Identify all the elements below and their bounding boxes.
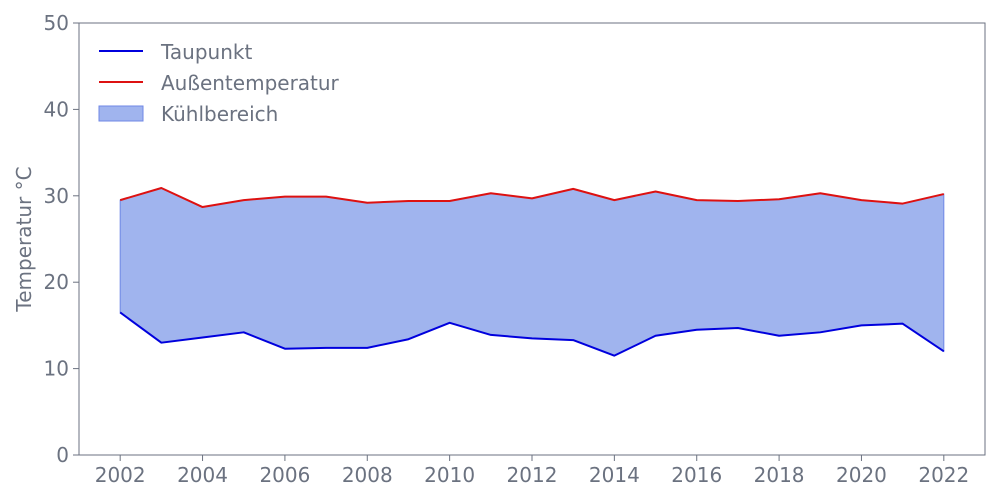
x-tick-label: 2016 bbox=[671, 463, 722, 487]
x-tick-label: 2010 bbox=[424, 463, 475, 487]
axes: 0 10 20 30 40 50 2002 2004 2006 2008 2010 2012 2014 2… bbox=[44, 11, 986, 487]
x-tick-label: 2018 bbox=[754, 463, 805, 487]
area-kuehlbereich bbox=[119, 187, 945, 357]
x-tick-label: 2014 bbox=[589, 463, 640, 487]
x-tick-label: 2008 bbox=[342, 463, 393, 487]
line-aussentemperatur bbox=[119, 187, 945, 209]
y-tick-label: 50 bbox=[44, 11, 69, 35]
x-tick-label: 2006 bbox=[259, 463, 310, 487]
legend-swatch-kuehlbereich bbox=[98, 105, 144, 122]
legend-label-aussentemperatur: Außentemperatur bbox=[161, 71, 340, 95]
legend: Taupunkt Außentemperatur Kühlbereich bbox=[98, 40, 340, 126]
y-tick-label: 20 bbox=[44, 270, 69, 294]
plot-area bbox=[119, 187, 945, 357]
y-tick-label: 10 bbox=[44, 357, 69, 381]
y-axis-title: Temperatur °C bbox=[12, 166, 36, 312]
x-tick-label: 2004 bbox=[177, 463, 228, 487]
x-tick-label: 2022 bbox=[918, 463, 969, 487]
y-tick-label: 40 bbox=[44, 97, 69, 121]
y-tick-label: 30 bbox=[44, 184, 69, 208]
legend-label-taupunkt: Taupunkt bbox=[160, 40, 252, 64]
legend-label-kuehlbereich: Kühlbereich bbox=[161, 102, 278, 126]
y-tick-label: 0 bbox=[56, 443, 69, 467]
x-tick-label: 2020 bbox=[836, 463, 887, 487]
x-tick-label: 2012 bbox=[507, 463, 558, 487]
line-taupunkt bbox=[119, 311, 945, 357]
x-tick-label: 2002 bbox=[95, 463, 146, 487]
